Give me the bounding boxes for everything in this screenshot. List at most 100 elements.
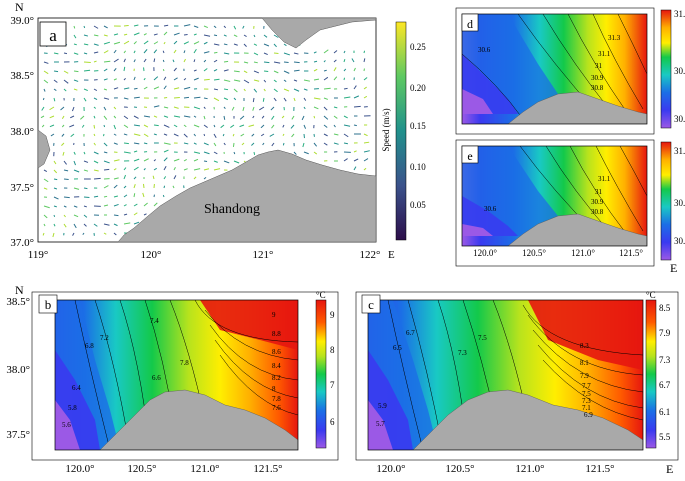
panel-e-svg: e 31.1 31 30.9 30.8 30.6 31.4 30.9 30.4 … bbox=[448, 136, 685, 276]
a-xtick-1: 120° bbox=[141, 249, 162, 261]
c-xtick-0: 120.0° bbox=[376, 463, 405, 475]
b-contour-10: 6.8 bbox=[85, 342, 94, 350]
d-contour-4: 30.8 bbox=[591, 84, 604, 92]
a-ytick-0: 39.0° bbox=[10, 15, 34, 27]
current-vector bbox=[54, 179, 57, 180]
current-vector bbox=[163, 195, 164, 197]
panel-c-colorbar-unit: °C bbox=[646, 290, 656, 300]
panel-b-colorbar bbox=[316, 300, 326, 448]
panel-b-colorbar-unit: °C bbox=[316, 290, 326, 300]
c-contour-1: 8.1 bbox=[580, 359, 589, 367]
a-xtick-2: 121° bbox=[253, 249, 274, 261]
b-contour-0: 9 bbox=[272, 311, 276, 319]
current-vector bbox=[234, 71, 240, 72]
c-cbar-tick-4: 6.1 bbox=[659, 407, 670, 417]
panel-c-svg: c 120.0° 120.5° 121.0° 121.5° E 8.3 8.1 … bbox=[348, 280, 685, 476]
e-cbar-tick-0: 31.4 bbox=[674, 146, 685, 156]
current-vector bbox=[294, 70, 300, 71]
e-contour-0: 31.1 bbox=[598, 175, 611, 183]
current-vector bbox=[84, 26, 85, 28]
c-contour-11: 5.7 bbox=[376, 420, 385, 428]
de-xtick-0: 120.0° bbox=[473, 248, 497, 258]
current-vector bbox=[64, 179, 69, 180]
current-vector bbox=[264, 62, 269, 63]
current-vector bbox=[194, 97, 200, 98]
current-vector bbox=[104, 61, 110, 62]
current-vector bbox=[74, 26, 75, 28]
current-vector bbox=[283, 143, 284, 145]
current-vector bbox=[163, 69, 164, 71]
c-cbar-tick-2: 7.3 bbox=[659, 355, 671, 365]
panel-c-colorbar bbox=[646, 300, 656, 448]
panel-a-x-ticks: 119° 120° 121° 122° E bbox=[28, 249, 395, 261]
current-vector bbox=[94, 125, 95, 128]
c-xtick-1: 120.5° bbox=[445, 463, 474, 475]
current-vector bbox=[224, 61, 228, 62]
b-contour-9: 7.2 bbox=[100, 334, 109, 342]
speed-tick-2: 0.15 bbox=[410, 121, 426, 131]
current-vector bbox=[253, 98, 254, 102]
current-vector bbox=[214, 52, 217, 53]
panel-e-colorbar bbox=[661, 142, 671, 260]
b-cbar-tick-2: 7 bbox=[330, 380, 335, 390]
current-vector bbox=[104, 169, 109, 170]
panel-b-label: b bbox=[45, 297, 52, 312]
current-vector bbox=[124, 25, 129, 26]
current-vector bbox=[184, 97, 189, 98]
d-contour-1: 31.1 bbox=[598, 50, 611, 58]
a-ytick-3: 37.5° bbox=[10, 182, 34, 194]
de-xtick-1: 120.5° bbox=[522, 248, 546, 258]
current-vector bbox=[344, 143, 348, 144]
e-cbar-tick-2: 30.4 bbox=[674, 236, 685, 246]
current-vector bbox=[143, 184, 144, 188]
current-vector bbox=[104, 125, 105, 127]
panel-a: a Shandong N 39.0° 38.5° 38.0° 37.5° 37.… bbox=[0, 0, 430, 270]
b-cbar-tick-0: 9 bbox=[330, 310, 335, 320]
current-vector bbox=[204, 79, 210, 80]
current-vector bbox=[214, 35, 217, 36]
b-ytick-1: 38.0° bbox=[6, 364, 30, 376]
current-vector bbox=[364, 51, 365, 53]
b-contour-8: 7.4 bbox=[150, 317, 159, 325]
panel-b: b N 38.5° 38.0° 37.5° 120.0° 120.5° 121.… bbox=[0, 280, 345, 476]
region-label-shandong: Shandong bbox=[204, 202, 260, 217]
c-xtick-2: 121.0° bbox=[515, 463, 544, 475]
b-contour-4: 8.2 bbox=[272, 374, 281, 382]
a-xtick-0: 119° bbox=[28, 249, 49, 261]
current-vector bbox=[344, 88, 348, 89]
b-contour-14: 5.8 bbox=[68, 404, 77, 412]
b-ytick-2: 37.5° bbox=[6, 429, 30, 441]
current-vector bbox=[164, 186, 165, 188]
current-vector bbox=[284, 62, 289, 63]
b-contour-1: 8.8 bbox=[272, 330, 281, 338]
d-cbar-tick-0: 31.4 bbox=[674, 9, 685, 19]
current-vector bbox=[154, 59, 155, 62]
current-vector bbox=[84, 197, 89, 198]
current-vector bbox=[104, 196, 107, 197]
b-contour-2: 8.6 bbox=[272, 348, 281, 356]
current-vector bbox=[64, 197, 70, 198]
de-xtick-2: 121.0° bbox=[571, 248, 595, 258]
current-vector bbox=[134, 88, 138, 89]
panel-e: e 31.1 31 30.9 30.8 30.6 31.4 30.9 30.4 … bbox=[448, 136, 685, 276]
panel-b-y-ticks: 38.5° 38.0° 37.5° bbox=[6, 296, 30, 441]
e-cbar-tick-1: 30.9 bbox=[674, 198, 685, 208]
speed-colorbar-ticks: 0.25 0.20 0.15 0.10 0.05 bbox=[410, 42, 426, 210]
c-contour-2: 7.9 bbox=[580, 372, 589, 380]
de-xtick-3: 121.5° bbox=[619, 248, 643, 258]
panel-d-colorbar bbox=[661, 10, 671, 128]
current-vector bbox=[254, 152, 255, 155]
c-cbar-tick-5: 5.5 bbox=[659, 432, 671, 442]
panel-c-label: c bbox=[368, 297, 374, 312]
speed-tick-4: 0.05 bbox=[410, 200, 426, 210]
c-contour-7: 6.9 bbox=[584, 411, 593, 419]
b-contour-13: 6.4 bbox=[72, 384, 81, 392]
b-ytick-0: 38.5° bbox=[6, 296, 30, 308]
panel-a-svg: a Shandong N 39.0° 38.5° 38.0° 37.5° 37.… bbox=[0, 0, 430, 270]
a-ytick-4: 37.0° bbox=[10, 237, 34, 249]
current-vector bbox=[324, 88, 331, 89]
panel-b-svg: b N 38.5° 38.0° 37.5° 120.0° 120.5° 121.… bbox=[0, 280, 345, 476]
current-vector bbox=[54, 71, 58, 72]
speed-colorbar-title: Speed (m/s) bbox=[381, 108, 391, 151]
panel-d-label: d bbox=[467, 17, 473, 31]
